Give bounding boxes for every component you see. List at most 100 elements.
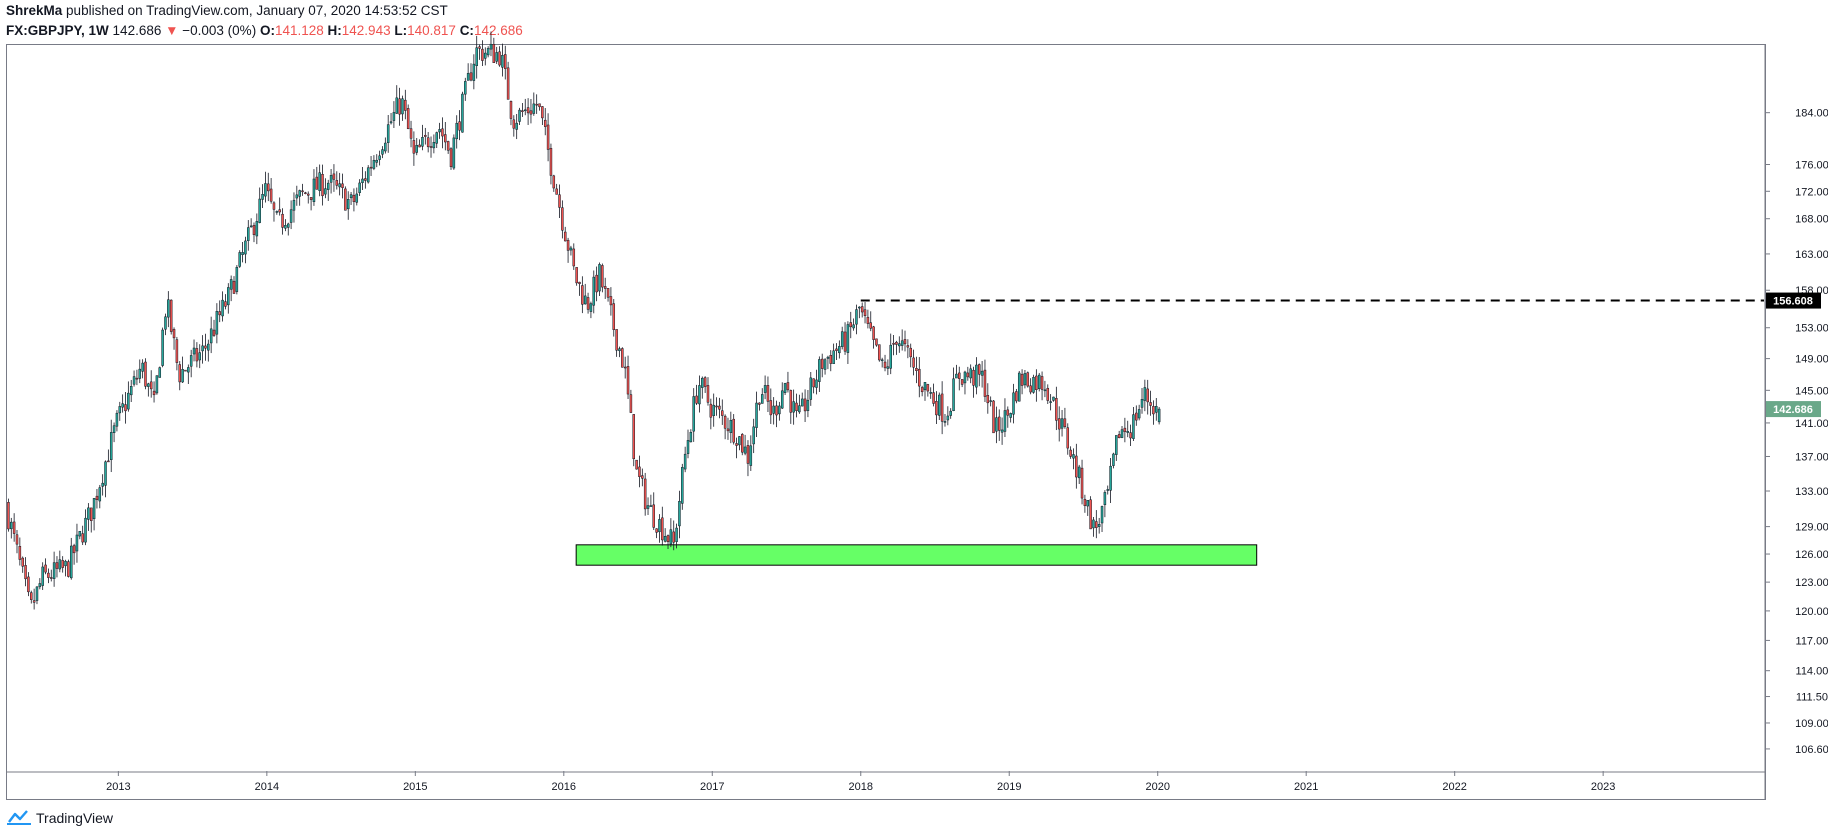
candle-body [338,183,341,188]
candle-body [860,306,864,313]
candle [455,115,458,149]
tradingview-cloud-icon [6,809,32,828]
candle-body [1115,435,1118,455]
candle-body [289,209,293,223]
candle [201,335,204,364]
candle [883,354,887,372]
candle-body [1097,524,1101,527]
candle [218,300,221,323]
brand-name[interactable]: TradingView [36,810,114,826]
candle-body [184,369,187,372]
candle-body [267,183,270,192]
candle-body [561,207,564,231]
candle [686,429,690,459]
candle [406,104,410,130]
candle [621,347,624,368]
candle-body [364,178,367,181]
time-axis[interactable]: 2013 2014 2015 2016 2017 2018 2019 2020 2021 2022… [106,771,1615,793]
low-label: L: [394,23,408,38]
candle-body [946,415,950,421]
last-price-tag-bg [1766,401,1821,418]
candle [1075,443,1078,489]
candle [572,243,576,270]
candle-body [521,110,524,112]
candle-body [609,296,613,306]
candle-body [1055,398,1058,421]
time-tick-label: 2015 [403,781,427,793]
candle [526,98,530,125]
candle-body [452,137,456,169]
candle [646,497,650,515]
candle [224,294,227,310]
candle [869,311,872,332]
candle [58,550,62,573]
candle-body [306,193,310,196]
candle-body [872,326,875,340]
candle [61,556,64,573]
candle [381,146,384,159]
candle-body [121,403,124,408]
candle [98,484,102,509]
candle-body [992,400,995,434]
candle [241,241,244,263]
candle-body [147,383,150,387]
candle-body [281,213,284,228]
candle-body [1140,399,1144,408]
open-label: O: [259,23,275,38]
candle-body [304,192,307,194]
candle [629,389,633,413]
candle [64,559,67,577]
candle [806,389,810,418]
candle-body [1072,454,1075,459]
candle-body [272,202,276,210]
candle [344,186,347,211]
candle-body [966,372,970,378]
candle-body [1109,465,1112,491]
candle [235,265,239,295]
candle [872,325,875,349]
candle [1083,494,1087,513]
candle [412,131,416,166]
price-tick-label: 106.600 [1795,744,1828,756]
price-tick-label: 129.000 [1795,522,1828,534]
candle-body [418,144,421,148]
candle-body [358,182,361,193]
support-zone [575,544,1258,566]
candle-body [215,311,219,335]
candle-body [738,436,741,446]
candle-body [706,385,710,403]
candle-body [438,129,441,133]
candle [278,197,281,216]
candle-body [723,415,727,429]
candle-body [932,392,935,404]
candle [655,528,658,539]
price-change: −0.003 (0%) [182,23,257,38]
candle-body [541,106,544,119]
candle [44,558,47,575]
candle [569,245,573,256]
candle [101,474,104,496]
candle-body [895,341,898,345]
candle [301,183,304,196]
candle-body [78,531,82,537]
candle-body [10,521,13,530]
candle-body [12,521,16,534]
candle [1032,374,1035,394]
candle-body [472,63,476,81]
candle-body [875,338,878,346]
candle-body [849,322,853,328]
price-axis[interactable]: 184.000176.000172.000168.000163.000158.0… [1765,108,1828,756]
candle-body [138,368,142,379]
candle-body [38,583,42,588]
candle [144,358,147,390]
symbol-label[interactable]: FX:GBPJPY, 1W [6,23,109,38]
author-name[interactable]: ShrekMa [6,3,63,18]
candle [958,366,961,391]
candle-body [15,534,19,545]
candle-body [295,194,299,199]
candle-body [401,98,404,115]
candle [109,419,113,473]
candle-body [1060,418,1064,429]
candle [858,306,861,319]
